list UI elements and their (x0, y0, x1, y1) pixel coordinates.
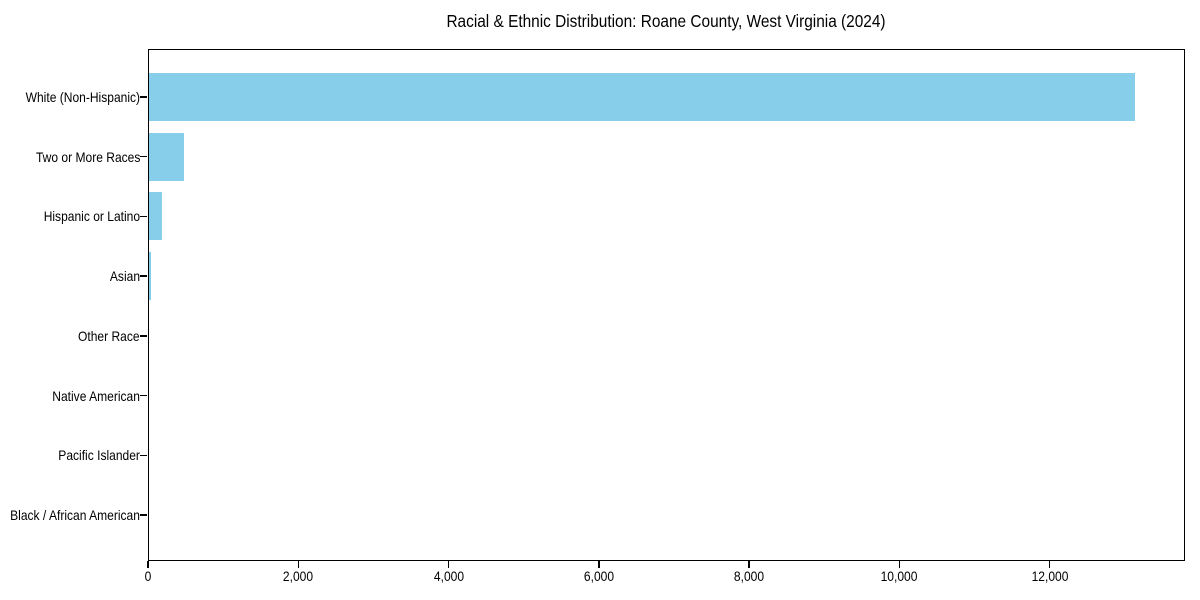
y-axis-label: Asian (109, 268, 140, 285)
y-axis-label: Two or More Races (35, 148, 140, 165)
x-tick-label: 2,000 (283, 568, 314, 584)
y-axis-label: Native American (52, 387, 140, 404)
x-tick-mark (898, 561, 901, 568)
x-tick-label: 4,000 (433, 568, 464, 584)
y-tick-mark (140, 335, 147, 337)
y-axis-label: White (Non-Hispanic) (25, 89, 140, 105)
y-axis-label: Pacific Islander (58, 447, 140, 464)
bar-5 (148, 371, 149, 420)
x-tick-label: 8,000 (734, 568, 765, 584)
x-tick-label: 0 (144, 568, 152, 584)
x-tick-mark (447, 561, 450, 568)
y-tick-mark (140, 275, 147, 277)
x-tick-mark (598, 561, 600, 568)
y-tick-mark (140, 514, 147, 516)
bar-4 (148, 311, 150, 360)
y-tick-mark (140, 155, 147, 158)
x-tick-label: 12,000 (1031, 568, 1069, 584)
bar-1 (148, 132, 185, 181)
x-tick-label: 6,000 (583, 568, 614, 584)
bar-0 (148, 73, 1136, 121)
x-tick-mark (147, 561, 149, 568)
x-tick-mark (748, 561, 750, 568)
x-tick-label: 10,000 (881, 568, 918, 584)
y-axis-label: Other Race (78, 327, 140, 344)
y-tick-mark (140, 215, 147, 218)
bar-3 (148, 252, 152, 301)
chart-title: Racial & Ethnic Distribution: Roane Coun… (446, 11, 886, 31)
y-tick-mark (140, 394, 147, 397)
y-axis-label: Black / African American (10, 506, 140, 523)
bar-2 (148, 192, 162, 241)
x-tick-mark (297, 561, 300, 568)
x-tick-mark (1048, 561, 1051, 568)
y-axis-label: Hispanic or Latino (43, 208, 140, 225)
y-tick-mark (140, 96, 147, 98)
bars-layer (148, 49, 1185, 561)
y-tick-mark (140, 454, 147, 457)
